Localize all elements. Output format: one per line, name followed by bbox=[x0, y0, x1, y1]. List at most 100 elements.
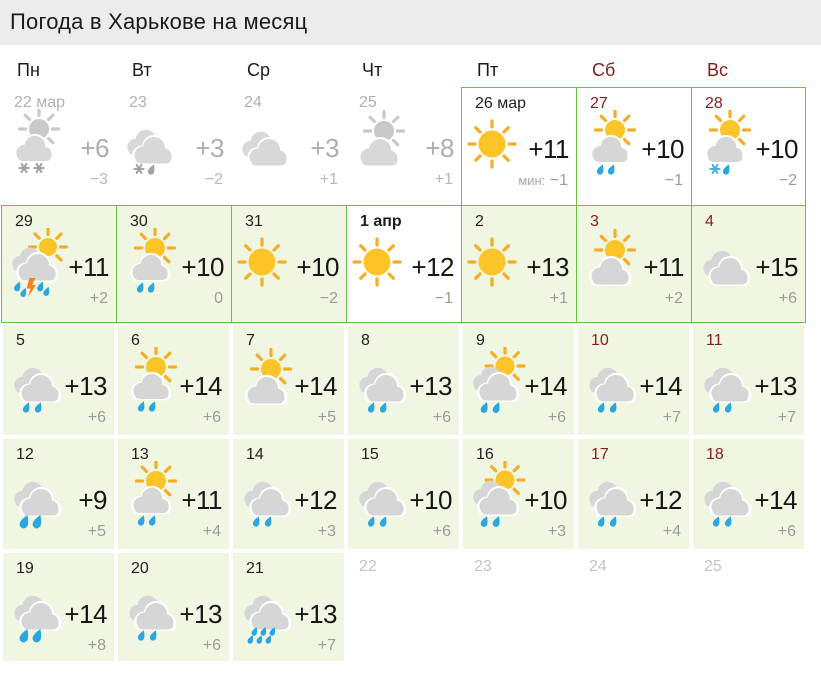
sun-cloud-icon bbox=[348, 109, 412, 179]
day-cell-17[interactable]: 17 +12 +4 bbox=[576, 437, 691, 551]
day-temp-max: +8 bbox=[425, 133, 454, 163]
day-cell-22: 22 bbox=[346, 551, 461, 663]
day-number: 11 bbox=[706, 332, 723, 349]
day-cell-30[interactable]: 30 +10 0 bbox=[116, 205, 231, 323]
sun-icon bbox=[464, 228, 528, 298]
day-number: 21 bbox=[246, 560, 264, 577]
day-cell-18[interactable]: 18 +14 +6 bbox=[691, 437, 806, 551]
day-cell-27[interactable]: 27 +10 −1 bbox=[576, 87, 691, 205]
day-temp-min: −1 bbox=[664, 172, 683, 189]
day-temp-max: +3 bbox=[310, 133, 339, 163]
day-cell-31[interactable]: 31 +10 −2 bbox=[231, 205, 346, 323]
clouds-rain2-icon bbox=[350, 461, 414, 531]
day-cell-10[interactable]: 10 +14 +7 bbox=[576, 323, 691, 437]
clouds-rain2-icon bbox=[350, 347, 414, 417]
day-number: 12 bbox=[16, 446, 34, 463]
weekday-header-row: Пн Вт Ср Чт Пт Сб Вс bbox=[1, 60, 807, 81]
sun-icon bbox=[349, 228, 413, 298]
day-temp-max: +11 bbox=[528, 134, 569, 164]
day-number: 5 bbox=[16, 332, 25, 349]
day-temp-min: −3 bbox=[89, 171, 108, 188]
day-temp-min: −2 bbox=[778, 172, 797, 189]
day-cell-9[interactable]: 9 +14 +6 bbox=[461, 323, 576, 437]
day-cell-23[interactable]: 23 +3 −2 bbox=[116, 87, 231, 205]
day-temp-max: +12 bbox=[639, 485, 682, 515]
day-cell-2[interactable]: 2 +13 +1 bbox=[461, 205, 576, 323]
day-temp-min: +8 bbox=[87, 637, 106, 654]
day-number: 24 bbox=[589, 558, 607, 575]
day-cell-24: 24 bbox=[576, 551, 691, 663]
day-temp-min: +5 bbox=[87, 523, 106, 540]
day-number: 3 bbox=[590, 213, 599, 230]
day-temp-min: 0 bbox=[214, 290, 223, 307]
day-temp-min: +6 bbox=[432, 523, 451, 540]
weekday-label-Ср: Ср bbox=[247, 60, 271, 80]
day-temp-max: +13 bbox=[64, 371, 107, 401]
day-cell-23: 23 bbox=[461, 551, 576, 663]
day-temp-max: +3 bbox=[195, 133, 224, 163]
day-cell-4[interactable]: 4 +15 +6 bbox=[691, 205, 806, 323]
day-cell-14[interactable]: 14 +12 +3 bbox=[231, 437, 346, 551]
day-number: 1 апр bbox=[360, 213, 402, 230]
day-temp-max: +14 bbox=[639, 371, 682, 401]
day-cell-24[interactable]: 24 +3 +1 bbox=[231, 87, 346, 205]
day-cell-12[interactable]: 12 +9 +5 bbox=[1, 437, 116, 551]
day-number: 10 bbox=[591, 332, 609, 349]
day-cell-29[interactable]: 29 +11 +2 bbox=[1, 205, 116, 323]
day-cell-20[interactable]: 20 +13 +6 bbox=[116, 551, 231, 663]
day-number: 6 bbox=[131, 332, 140, 349]
day-number: 26 мар bbox=[475, 95, 527, 112]
day-temp-max: +13 bbox=[526, 252, 569, 282]
day-cell-13[interactable]: 13 +11 +4 bbox=[116, 437, 231, 551]
day-cell-28[interactable]: 28 +10 −2 bbox=[691, 87, 806, 205]
day-temp-min: +5 bbox=[317, 409, 336, 426]
day-temp-max: +10 bbox=[181, 252, 224, 282]
day-temp-max: +11 bbox=[181, 485, 222, 515]
day-number: 27 bbox=[590, 95, 608, 112]
day-number: 18 bbox=[706, 446, 724, 463]
sun-cloud-snowrain-icon bbox=[694, 108, 758, 180]
day-number: 31 bbox=[245, 213, 263, 230]
sun-cloud-rain2-icon bbox=[579, 108, 643, 180]
day-temp-max: +10 bbox=[409, 485, 452, 515]
day-cell-22-мар[interactable]: 22 мар +6 −3 bbox=[1, 87, 116, 205]
day-number: 7 bbox=[246, 332, 255, 349]
day-cell-8[interactable]: 8 +13 +6 bbox=[346, 323, 461, 437]
day-cell-7[interactable]: 7 +14 +5 bbox=[231, 323, 346, 437]
day-cell-26-мар[interactable]: 26 мар +11 мин: −1 bbox=[461, 87, 576, 205]
day-number: 9 bbox=[476, 332, 485, 349]
page-title-bar: Погода в Харькове на месяц bbox=[0, 0, 821, 45]
day-temp-max: +14 bbox=[754, 485, 797, 515]
day-number: 25 bbox=[704, 558, 722, 575]
day-temp-max: +10 bbox=[755, 134, 798, 164]
day-temp-max: +14 bbox=[524, 371, 567, 401]
day-cell-11[interactable]: 11 +13 +7 bbox=[691, 323, 806, 437]
clouds-snow-rain-icon bbox=[118, 109, 182, 179]
day-cell-21[interactable]: 21 +13 +7 bbox=[231, 551, 346, 663]
day-cell-3[interactable]: 3 +11 +2 bbox=[576, 205, 691, 323]
day-number: 8 bbox=[361, 332, 370, 349]
day-temp-max: +13 bbox=[409, 371, 452, 401]
day-cell-15[interactable]: 15 +10 +6 bbox=[346, 437, 461, 551]
day-cell-5[interactable]: 5 +13 +6 bbox=[1, 323, 116, 437]
day-number: 16 bbox=[476, 446, 494, 463]
day-cell-19[interactable]: 19 +14 +8 bbox=[1, 551, 116, 663]
day-temp-min: +1 bbox=[434, 171, 453, 188]
day-temp-min: +3 bbox=[317, 523, 336, 540]
day-cell-25[interactable]: 25 +8 +1 bbox=[346, 87, 461, 205]
day-cell-1-апр[interactable]: 1 апр +12 −1 bbox=[346, 205, 461, 323]
day-number: 22 bbox=[359, 558, 377, 575]
clouds-rain-heavy-icon bbox=[5, 461, 69, 531]
day-temp-max: +11 bbox=[643, 252, 684, 282]
day-number: 25 bbox=[359, 94, 377, 111]
day-number: 17 bbox=[591, 446, 609, 463]
day-cell-6[interactable]: 6 +14 +6 bbox=[116, 323, 231, 437]
day-number: 22 мар bbox=[14, 94, 66, 111]
day-number: 24 bbox=[244, 94, 262, 111]
sun-cloud-snow2-icon bbox=[3, 107, 67, 179]
day-cell-16[interactable]: 16 +10 +3 bbox=[461, 437, 576, 551]
sun-clouds-rain2-icon bbox=[465, 459, 529, 531]
clouds-icon bbox=[233, 109, 297, 179]
day-temp-min: +1 bbox=[319, 171, 338, 188]
day-number: 30 bbox=[130, 213, 148, 230]
